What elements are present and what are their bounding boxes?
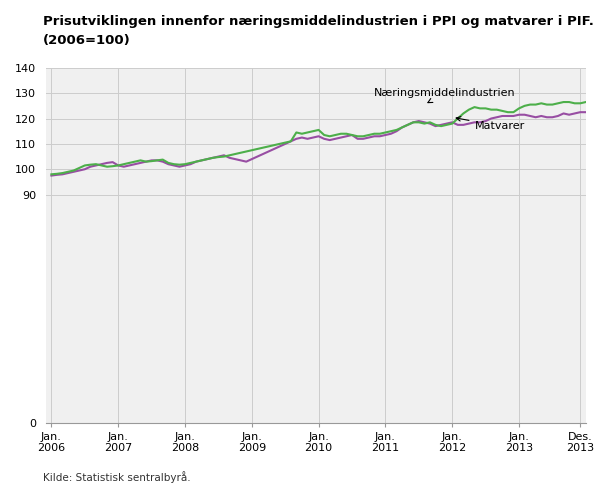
Text: Næringsmiddelindustrien: Næringsmiddelindustrien bbox=[375, 88, 516, 102]
Text: Matvarer: Matvarer bbox=[456, 117, 525, 131]
Text: Prisutviklingen innenfor næringsmiddelindustrien i PPI og matvarer i PIF.: Prisutviklingen innenfor næringsmiddelin… bbox=[43, 15, 594, 28]
Text: (2006=100): (2006=100) bbox=[43, 34, 131, 47]
Text: Kilde: Statistisk sentralbyrå.: Kilde: Statistisk sentralbyrå. bbox=[43, 471, 190, 483]
